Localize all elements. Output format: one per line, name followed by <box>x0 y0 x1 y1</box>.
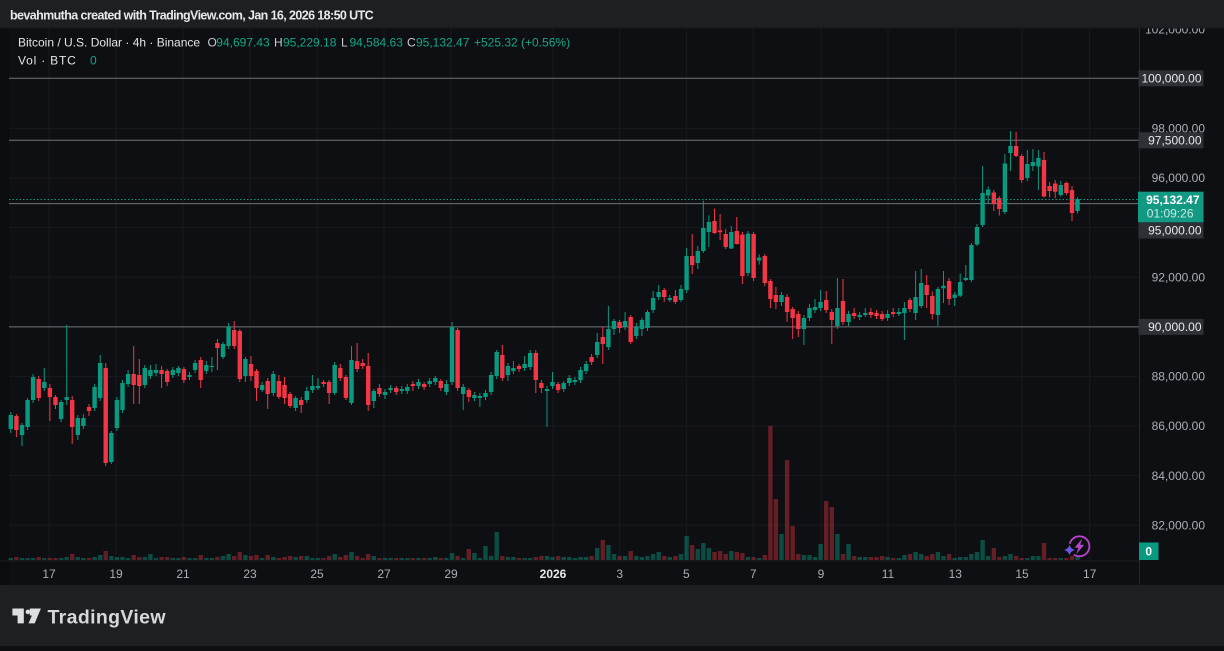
svg-text:17: 17 <box>42 567 56 581</box>
svg-text:H: H <box>274 36 283 50</box>
svg-text:92,000.00: 92,000.00 <box>1152 270 1206 284</box>
svg-text:23: 23 <box>243 567 257 581</box>
svg-text:97,500.00: 97,500.00 <box>1148 134 1202 148</box>
svg-text:82,000.00: 82,000.00 <box>1152 518 1206 532</box>
svg-text:29: 29 <box>444 567 458 581</box>
svg-text:95,229.18: 95,229.18 <box>283 36 337 50</box>
svg-text:C: C <box>407 36 416 50</box>
svg-text:86,000.00: 86,000.00 <box>1152 419 1206 433</box>
svg-text:11: 11 <box>882 567 895 581</box>
svg-text:01:09:26: 01:09:26 <box>1147 207 1194 221</box>
svg-text:21: 21 <box>176 567 190 581</box>
svg-text:27: 27 <box>377 567 391 581</box>
svg-text:95,000.00: 95,000.00 <box>1148 224 1202 238</box>
svg-text:17: 17 <box>1083 567 1097 581</box>
svg-text:88,000.00: 88,000.00 <box>1152 370 1206 384</box>
svg-text:5: 5 <box>683 567 690 581</box>
svg-text:Vol · BTC: Vol · BTC <box>18 54 77 68</box>
svg-text:84,000.00: 84,000.00 <box>1152 469 1206 483</box>
svg-text:+525.32 (+0.56%): +525.32 (+0.56%) <box>474 36 570 50</box>
svg-text:2026: 2026 <box>540 567 567 581</box>
svg-text:3: 3 <box>616 567 623 581</box>
svg-text:O: O <box>208 36 217 50</box>
svg-text:bevahmutha created with Tradin: bevahmutha created with TradingView.com,… <box>10 9 374 23</box>
svg-text:96,000.00: 96,000.00 <box>1152 171 1206 185</box>
svg-text:95,132.47: 95,132.47 <box>416 36 470 50</box>
svg-text:15: 15 <box>1015 567 1029 581</box>
svg-text:95,132.47: 95,132.47 <box>1146 193 1200 207</box>
svg-text:94,584.63: 94,584.63 <box>350 36 404 50</box>
svg-text:7: 7 <box>750 567 757 581</box>
svg-text:L: L <box>341 36 348 50</box>
svg-text:94,697.43: 94,697.43 <box>216 36 270 50</box>
svg-text:25: 25 <box>310 567 324 581</box>
svg-text:Bitcoin / U.S. Dollar · 4h · B: Bitcoin / U.S. Dollar · 4h · Binance <box>18 36 200 50</box>
svg-text:90,000.00: 90,000.00 <box>1148 320 1202 334</box>
svg-text:19: 19 <box>109 567 123 581</box>
svg-text:9: 9 <box>818 567 825 581</box>
svg-text:98,000.00: 98,000.00 <box>1152 122 1206 136</box>
svg-text:0: 0 <box>90 54 97 68</box>
svg-text:100,000.00: 100,000.00 <box>1141 72 1201 86</box>
svg-text:TradingView: TradingView <box>48 606 167 628</box>
svg-text:0: 0 <box>1145 545 1152 559</box>
svg-text:13: 13 <box>949 567 963 581</box>
